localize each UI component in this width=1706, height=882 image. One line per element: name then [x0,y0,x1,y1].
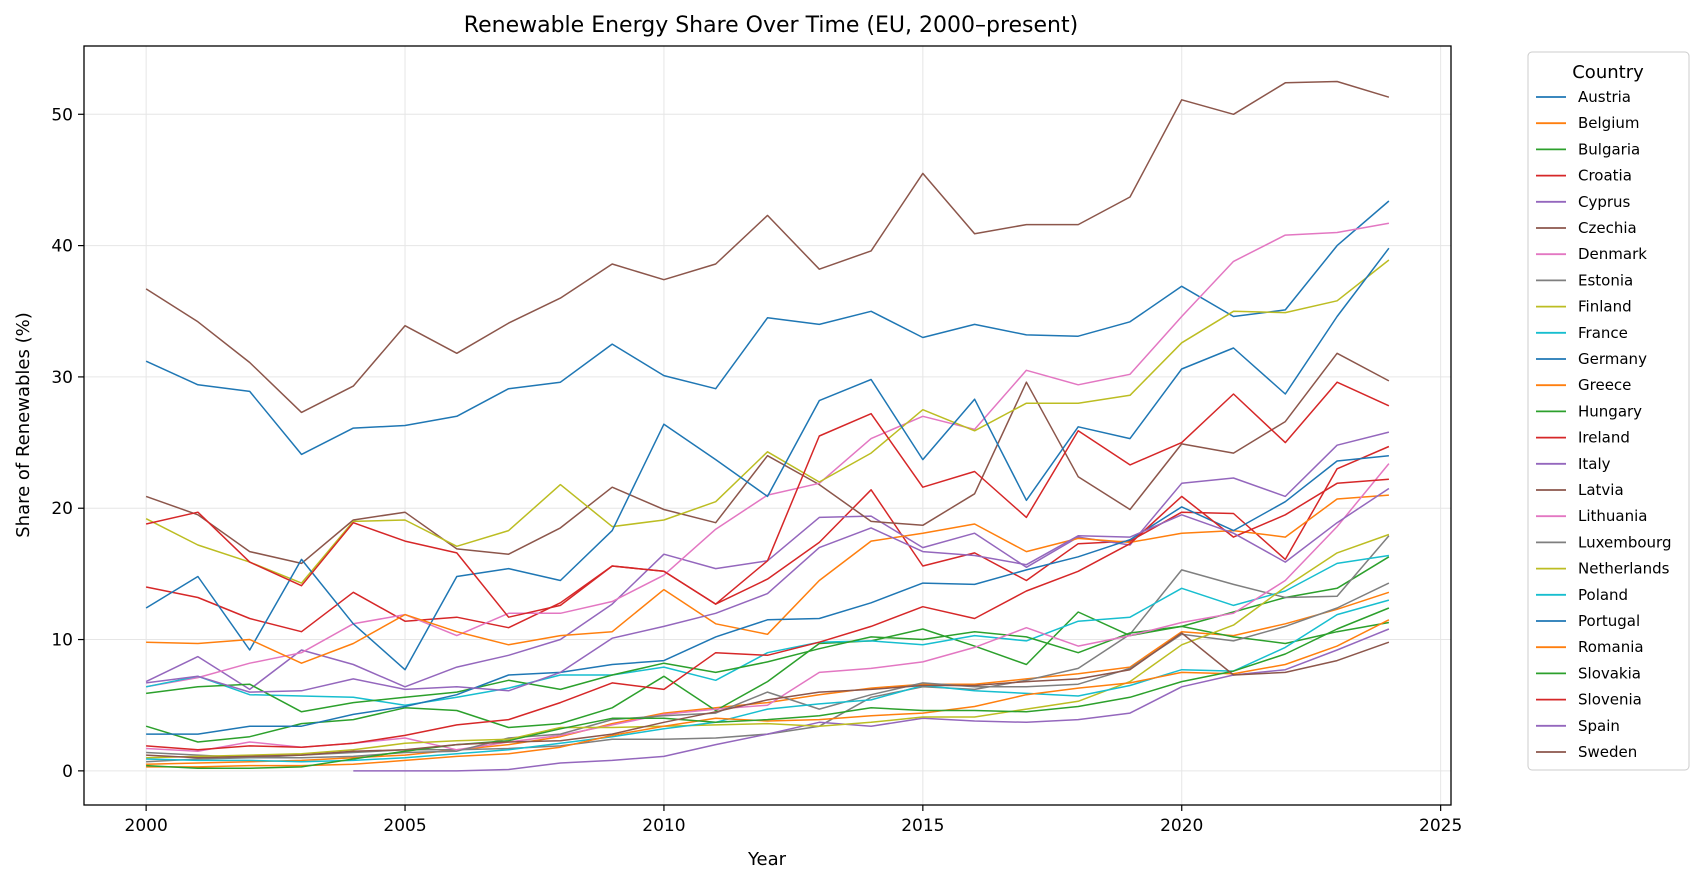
legend-label-slovakia: Slovakia [1578,664,1641,682]
legend-label-belgium: Belgium [1578,114,1640,132]
legend-label-latvia: Latvia [1578,481,1624,499]
legend-label-lithuania: Lithuania [1578,507,1647,525]
series-line-france [145,554,1390,706]
series-line-finland [145,259,1390,584]
legend-label-romania: Romania [1578,638,1644,656]
legend-label-croatia: Croatia [1578,167,1632,185]
series-line-hungary [146,621,1390,713]
series-line-czechia [145,352,1390,565]
y-tick-label: 0 [62,762,73,782]
series-line-romania [146,619,1390,768]
series-line-austria [145,200,1390,456]
y-axis-label: Share of Renewables (%) [13,312,34,538]
x-tick-label: 2025 [1419,816,1462,836]
x-axis: 2000 2005 2010 2015 2020 2025 [125,805,1462,836]
legend-title: Country [1572,62,1644,83]
legend-label-sweden: Sweden [1578,743,1637,761]
plot-frame [83,45,1452,806]
x-tick-label: 2000 [125,816,168,836]
series-line-slovenia [146,478,1389,751]
series-line-latvia [145,80,1390,414]
y-tick-label: 50 [51,105,73,125]
y-tick-label: 10 [51,631,73,651]
y-tick-label: 20 [51,499,73,519]
legend-label-poland: Poland [1578,586,1628,604]
x-tick-label: 2010 [642,816,685,836]
legend-label-austria: Austria [1578,88,1631,106]
series-line-spain [146,487,1390,693]
series-line-portugal [146,454,1389,735]
legend-label-france: France [1578,324,1628,342]
series-layer [145,80,1390,772]
legend-label-ireland: Ireland [1578,429,1630,447]
x-tick-label: 2020 [1160,816,1203,836]
series-line-slovakia [146,607,1390,769]
series-line-italy [353,628,1390,772]
series-line-poland [146,599,1390,763]
legend: Country Austria Belgium Bulgaria Croatia Cyp… [1527,51,1690,771]
legend-label-slovenia: Slovenia [1578,691,1642,709]
series-line-croatia [145,445,1390,633]
series-line-greece [146,494,1389,664]
legend-items: Austria Belgium Bulgaria Croatia Cyprus Czech… [1536,88,1672,761]
legend-label-bulgaria: Bulgaria [1578,140,1640,158]
legend-label-luxembourg: Luxembourg [1578,533,1672,551]
legend-label-cyprus: Cyprus [1578,193,1631,211]
series-line-belgium [146,591,1390,766]
legend-label-finland: Finland [1578,298,1632,316]
legend-label-czechia: Czechia [1578,219,1637,237]
series-line-sweden [146,632,1390,759]
y-tick-label: 30 [51,368,73,388]
x-tick-label: 2005 [383,816,426,836]
series-line-netherlands [146,533,1390,759]
series-line-ireland [145,381,1390,618]
series-line-germany [145,247,1390,671]
legend-label-portugal: Portugal [1578,612,1640,630]
legend-label-spain: Spain [1578,717,1620,735]
legend-label-greece: Greece [1578,376,1631,394]
y-tick-label: 40 [51,237,73,257]
series-line-luxembourg [146,582,1390,759]
legend-label-denmark: Denmark [1578,245,1647,263]
x-tick-label: 2015 [901,816,944,836]
legend-label-estonia: Estonia [1578,271,1633,289]
legend-label-germany: Germany [1578,350,1647,368]
legend-box [1527,51,1690,771]
y-axis: 0 10 20 30 40 50 [51,105,84,782]
legend-label-italy: Italy [1578,455,1611,473]
legend-label-netherlands: Netherlands [1578,560,1670,578]
chart-title: Renewable Energy Share Over Time (EU, 20… [464,13,1078,38]
legend-label-hungary: Hungary [1578,402,1642,420]
x-axis-label: Year [747,849,787,870]
grid [84,46,1451,805]
